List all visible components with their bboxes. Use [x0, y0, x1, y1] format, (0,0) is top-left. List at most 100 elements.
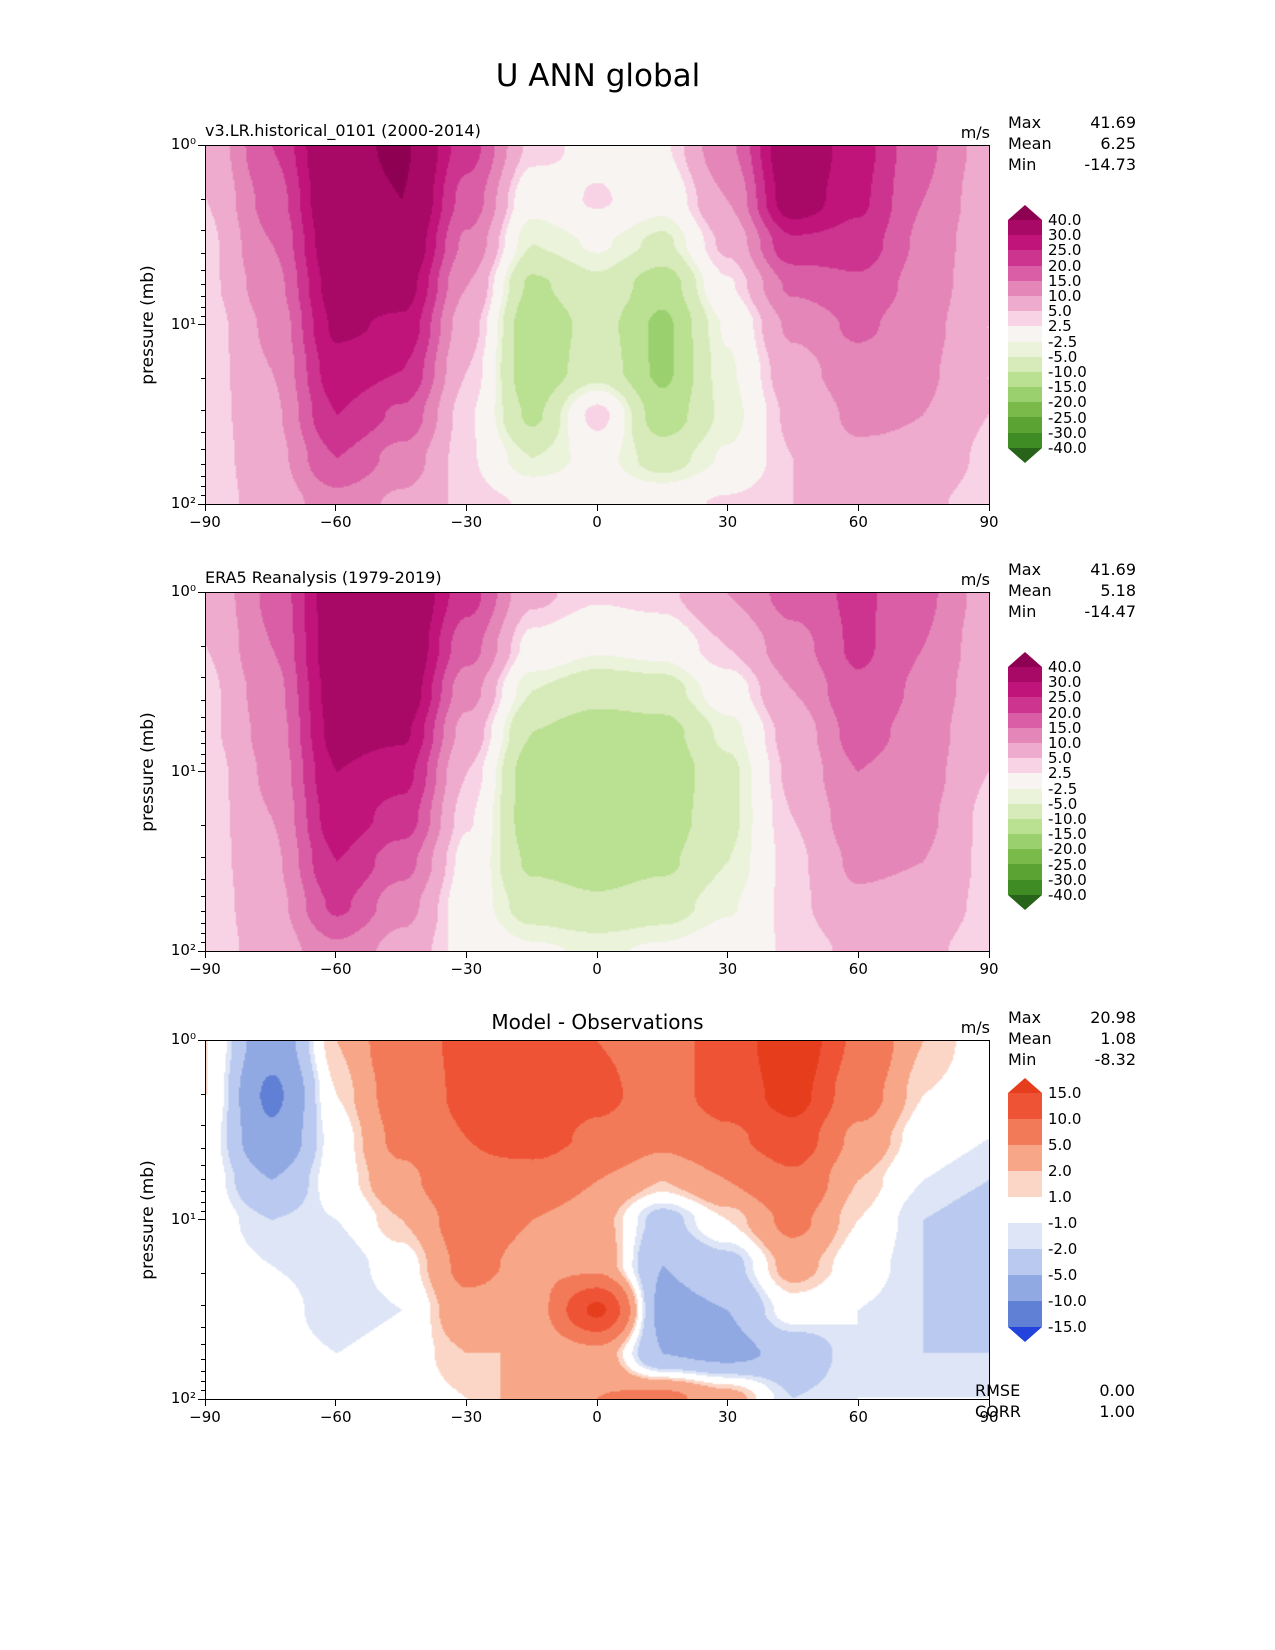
x-tick-label: 0 [592, 1408, 602, 1426]
colorbar-cells [1008, 1093, 1042, 1327]
y-tick-mark [198, 950, 205, 952]
x-tick-label: 60 [848, 960, 868, 978]
colorbar-cell [1008, 697, 1042, 713]
colorbar-cell [1008, 1275, 1042, 1301]
panel-title: Model - Observations [491, 1010, 704, 1034]
x-tick-label: 60 [848, 513, 868, 531]
colorbar-cell [1008, 788, 1042, 804]
y-tick-label: 10⁰ [170, 582, 196, 600]
x-tick-label: −60 [319, 1408, 352, 1426]
stat-value: 41.69 [1090, 560, 1136, 579]
colorbar-tick-label: 2.5 [1048, 764, 1072, 783]
stat-label: Mean [1008, 1029, 1052, 1048]
colorbar: 40.0 30.0 25.0 20.0 15.0 10.0 5.0 2.5 -2.5 -5.0 -1… [1008, 652, 1128, 910]
stat-label: Min [1008, 155, 1037, 174]
colorbar-cell [1008, 879, 1042, 895]
colorbar-extend-arrow-down [1008, 1327, 1042, 1342]
stat-value: 6.25 [1100, 134, 1136, 153]
y-tick-mark [198, 503, 205, 505]
y-axis-label: pressure (mb) [138, 712, 158, 832]
colorbar-tick-label: 20.0 [1048, 703, 1082, 722]
stat-row: Mean 6.25 [1008, 133, 1136, 154]
colorbar-tick-label: 1.0 [1048, 1188, 1072, 1206]
x-tick-label: 0 [592, 513, 602, 531]
contour-field [206, 593, 989, 951]
colorbar-tick-label: -10.0 [1048, 810, 1087, 828]
panel-difference: Model - Observations m/s Max 20.98 Mean 1.0… [0, 1007, 1275, 1442]
x-tick-mark [857, 1400, 859, 1406]
x-tick-mark [988, 505, 990, 511]
colorbar-cell [1008, 311, 1042, 327]
x-tick-mark [204, 952, 206, 958]
colorbar-cell [1008, 1145, 1042, 1171]
colorbar-tick-label: 15.0 [1048, 271, 1082, 290]
colorbar-cell [1008, 265, 1042, 281]
stat-value: 20.98 [1090, 1008, 1136, 1027]
colorbar-tick-label: 15.0 [1048, 1084, 1082, 1102]
x-tick-mark [465, 505, 467, 511]
x-tick-mark [727, 1400, 729, 1406]
colorbar-cell [1008, 295, 1042, 312]
colorbar-cell [1008, 667, 1042, 683]
colorbar-tick-label: 5.0 [1048, 1136, 1072, 1154]
x-tick-label: −90 [189, 513, 221, 531]
colorbar-cell [1008, 417, 1042, 433]
plot-area [205, 145, 990, 505]
x-tick-label: 0 [592, 960, 602, 978]
colorbar-tick-label: 15.0 [1048, 718, 1082, 737]
stat-row: RMSE 0.00 [975, 1380, 1135, 1401]
stat-value: 1.08 [1100, 1029, 1136, 1048]
stat-label: Min [1008, 602, 1037, 621]
x-tick-label: 30 [718, 1408, 738, 1426]
colorbar-tick-label: -30.0 [1048, 870, 1087, 889]
x-tick-label: 30 [718, 960, 738, 978]
colorbar-tick-label: 40.0 [1048, 658, 1082, 676]
x-tick-mark [857, 952, 859, 958]
x-tick-label: −90 [189, 1408, 221, 1426]
stat-row: Min -14.73 [1008, 154, 1136, 175]
y-tick-label: 10¹ [170, 1209, 196, 1228]
colorbar-cell [1008, 235, 1042, 251]
colorbar-cell [1008, 834, 1042, 850]
y-tick-mark [198, 144, 205, 146]
colorbar-cell [1008, 1249, 1042, 1275]
colorbar-cell [1008, 356, 1042, 372]
x-tick-label: −60 [319, 513, 352, 531]
stat-value: -14.73 [1084, 155, 1136, 174]
x-tick-mark [596, 952, 598, 958]
y-tick-mark [198, 591, 205, 593]
colorbar: 40.0 30.0 25.0 20.0 15.0 10.0 5.0 2.5 -2.5 -5.0 -1… [1008, 205, 1128, 463]
colorbar-cells [1008, 220, 1042, 448]
stat-value: 41.69 [1090, 113, 1136, 132]
x-tick-label: −30 [450, 1408, 483, 1426]
stat-row: Max 41.69 [1008, 559, 1136, 580]
x-tick-label: 60 [848, 1408, 868, 1426]
plot-area [205, 1040, 990, 1400]
colorbar-cell [1008, 1093, 1042, 1119]
stat-row: Mean 1.08 [1008, 1028, 1136, 1049]
colorbar-tick-label: -15.0 [1048, 378, 1087, 397]
colorbar-tick-label: -30.0 [1048, 423, 1087, 442]
colorbar-cell [1008, 742, 1042, 759]
colorbar-extend-arrow-down [1008, 894, 1042, 910]
stat-label: Mean [1008, 134, 1052, 153]
x-tick-label: −60 [319, 960, 352, 978]
x-tick-label: 90 [979, 960, 999, 978]
stat-label: Max [1008, 1008, 1042, 1027]
colorbar-cell [1008, 1171, 1042, 1197]
rmse-corr-block: RMSE 0.00 CORR 1.00 [975, 1380, 1135, 1422]
x-tick-label: 90 [979, 513, 999, 531]
stat-value: 5.18 [1100, 581, 1136, 600]
x-tick-mark [988, 952, 990, 958]
colorbar-tick-label: -2.5 [1048, 332, 1078, 351]
colorbar-tick-label: -1.0 [1048, 1214, 1078, 1232]
colorbar-tick-label: -20.0 [1048, 393, 1087, 412]
y-tick-label: 10² [170, 1389, 196, 1407]
colorbar-cell [1008, 432, 1042, 448]
stat-value: -14.47 [1084, 602, 1136, 621]
stat-label: CORR [975, 1402, 1021, 1421]
panel-title: ERA5 Reanalysis (1979-2019) [205, 568, 442, 587]
colorbar-cell [1008, 250, 1042, 266]
y-tick-mark [198, 324, 205, 325]
colorbar-tick-label: 25.0 [1048, 241, 1082, 260]
